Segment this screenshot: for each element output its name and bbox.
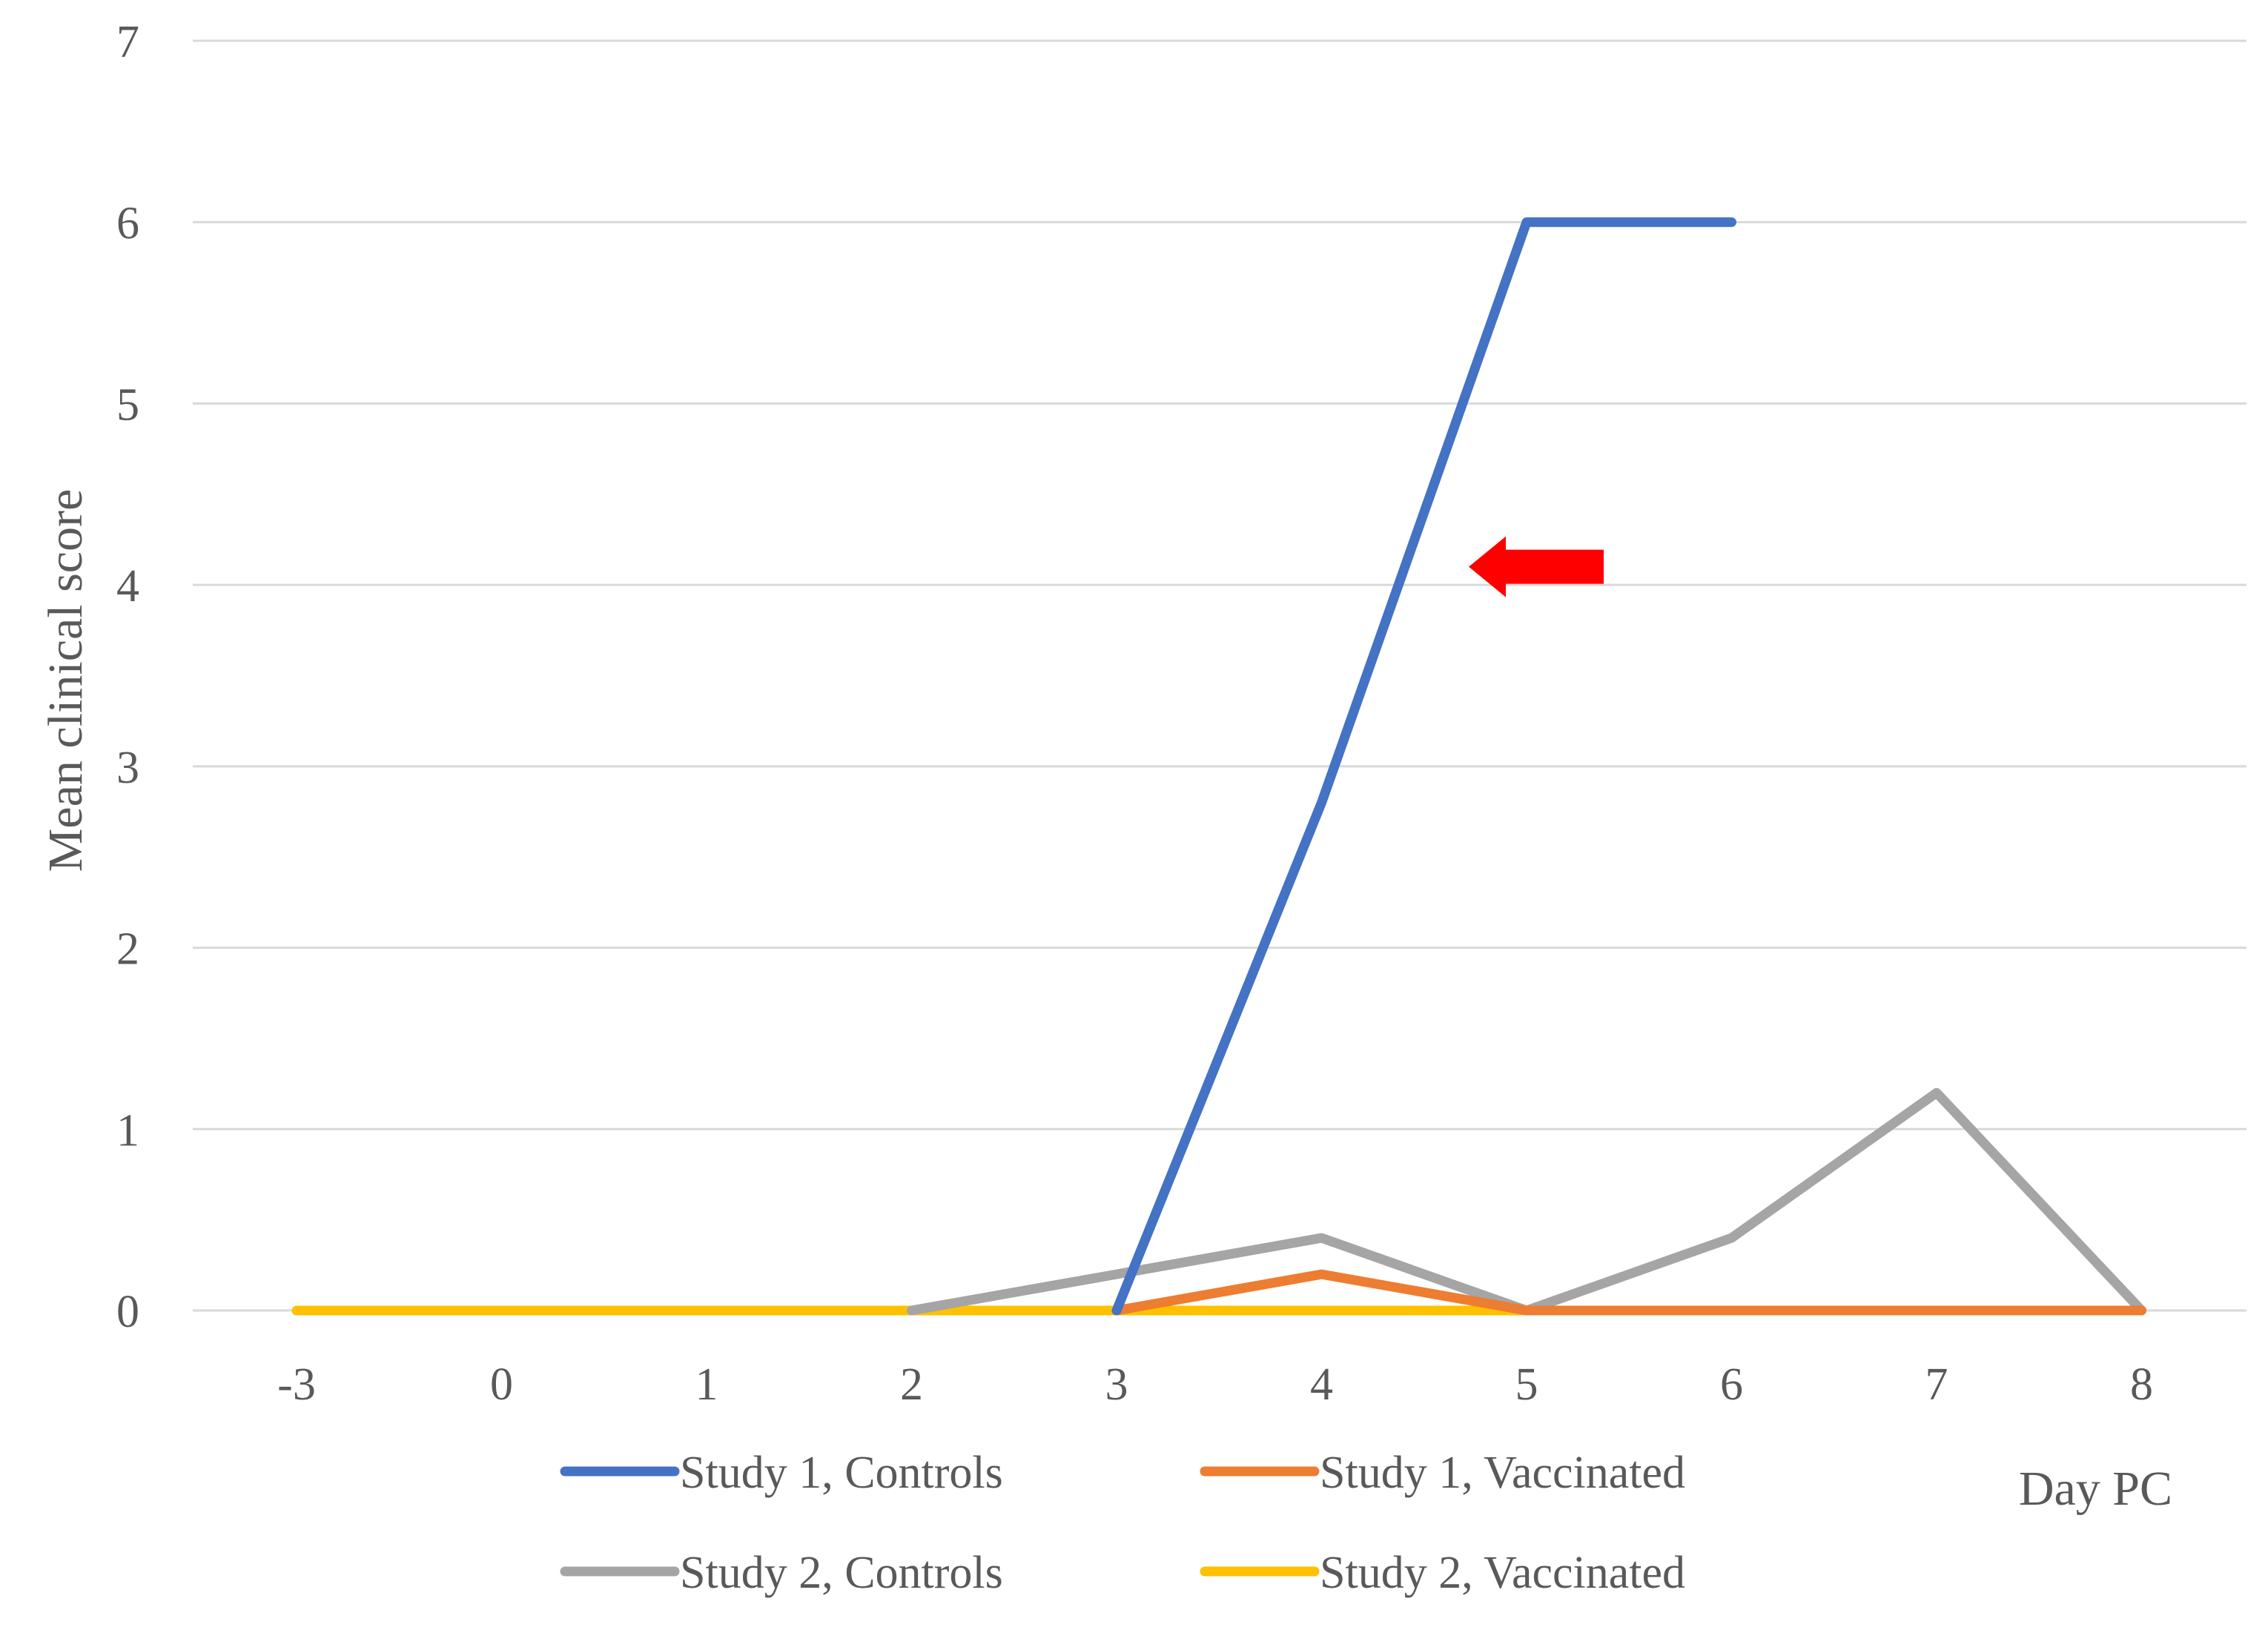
gridlines — [193, 39, 2246, 1312]
x-tick-label: 1 — [695, 1359, 718, 1410]
series-line-study-1-vaccinated — [1111, 1269, 2146, 1316]
y-axis-ticks: 0 1 2 3 4 5 6 7 — [116, 17, 139, 1337]
x-axis-label: Day PC — [2019, 1462, 2172, 1516]
legend-label: Study 1, Controls — [680, 1448, 1003, 1498]
x-tick-label: 4 — [1310, 1359, 1333, 1410]
legend: Study 1, Controls Study 1, Vaccinated Stud… — [560, 1448, 1685, 1598]
legend-item: Study 2, Vaccinated — [1200, 1548, 1685, 1598]
x-tick-label: -3 — [277, 1359, 316, 1410]
y-tick-label: 0 — [116, 1287, 139, 1337]
series-line-study-2-controls — [907, 1087, 2146, 1316]
y-tick-label: 3 — [116, 743, 139, 793]
y-tick-label: 6 — [116, 199, 139, 249]
y-tick-label: 1 — [116, 1105, 139, 1156]
x-tick-label: 8 — [2130, 1359, 2153, 1410]
x-axis-ticks: -3 0 1 2 3 4 5 6 7 8 — [277, 1359, 2153, 1410]
x-tick-label: 2 — [900, 1359, 923, 1410]
legend-item: Study 1, Controls — [560, 1448, 1003, 1498]
legend-item: Study 1, Vaccinated — [1200, 1448, 1685, 1498]
y-tick-label: 5 — [116, 380, 139, 430]
y-tick-label: 7 — [116, 17, 139, 67]
x-tick-label: 7 — [1925, 1359, 1948, 1410]
y-tick-label: 2 — [116, 924, 139, 975]
legend-label: Study 2, Controls — [680, 1548, 1003, 1598]
series-line-study-1-controls — [1111, 217, 1736, 1316]
legend-label: Study 1, Vaccinated — [1320, 1448, 1685, 1498]
legend-label: Study 2, Vaccinated — [1320, 1548, 1685, 1598]
x-tick-label: 6 — [1720, 1359, 1743, 1410]
annotations — [1469, 536, 1604, 597]
x-tick-label: 0 — [490, 1359, 513, 1410]
y-axis-label: Mean clinical score — [39, 489, 93, 872]
red-arrow-annotation — [1469, 536, 1604, 597]
y-tick-label: 4 — [116, 561, 139, 612]
legend-item: Study 2, Controls — [560, 1548, 1003, 1598]
x-tick-label: 5 — [1515, 1359, 1538, 1410]
series-lines — [291, 217, 2146, 1316]
x-tick-label: 3 — [1105, 1359, 1128, 1410]
